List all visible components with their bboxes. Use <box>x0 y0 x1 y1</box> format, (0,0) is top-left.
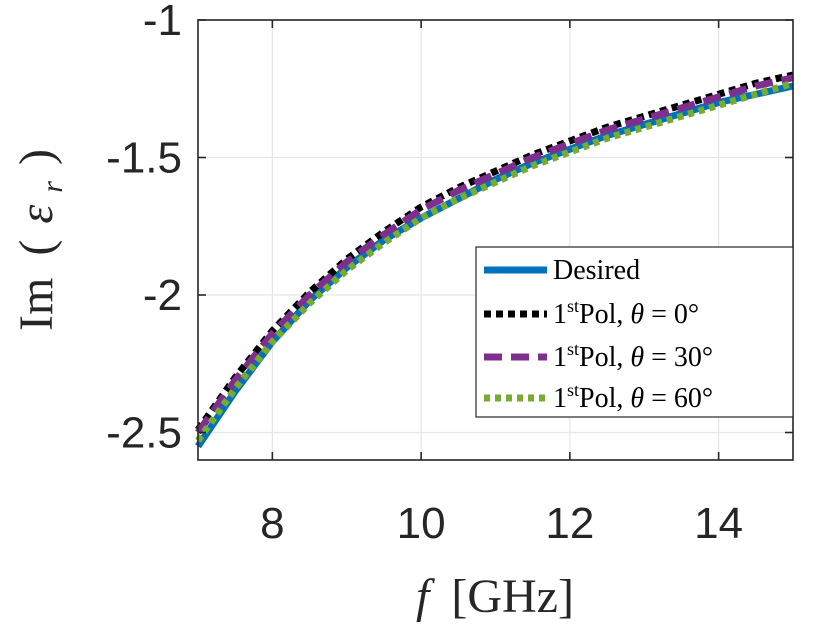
y-tick-label: -2 <box>143 271 182 320</box>
tick-labels: 8 10 12 14 -2.5 -2 -1.5 -1 <box>106 0 743 548</box>
x-axis-label: f [GHz] <box>416 570 574 623</box>
y-tick-label: -1.5 <box>106 134 182 183</box>
series-line-3 <box>195 79 794 443</box>
x-axis-var: f <box>416 570 435 623</box>
legend-label-0: Desired <box>553 255 640 286</box>
y-tick-label: -2.5 <box>106 409 182 458</box>
legend-label-2: 1stPol, θ = 30° <box>553 339 713 373</box>
y-axis-close: ) <box>10 149 63 165</box>
series-layer <box>195 71 794 449</box>
x-axis-unit: [GHz] <box>451 570 574 623</box>
y-axis-label: Im ( ε r ) <box>10 149 73 331</box>
ticks <box>198 19 793 460</box>
legend-box <box>475 246 794 418</box>
legend: Desired 1stPol, θ = 0° 1stPol, θ = 30° 1stP… <box>475 246 794 418</box>
series-line-2 <box>195 74 794 435</box>
y-axis-open: ( <box>10 240 63 256</box>
y-axis-sym: ε <box>10 205 63 224</box>
x-tick-label: 12 <box>545 499 594 548</box>
plot-box <box>197 19 794 461</box>
x-tick-label: 10 <box>397 499 446 548</box>
legend-label-3: 1stPol, θ = 60° <box>553 380 713 414</box>
legend-label-1: 1stPol, θ = 0° <box>553 296 699 330</box>
y-axis-pre: Im <box>10 278 63 331</box>
x-tick-label: 8 <box>260 499 284 548</box>
x-tick-label: 14 <box>694 499 743 548</box>
y-tick-label: -1 <box>143 0 182 45</box>
y-axis-sub: r <box>36 181 69 193</box>
series-line-1 <box>195 71 794 432</box>
